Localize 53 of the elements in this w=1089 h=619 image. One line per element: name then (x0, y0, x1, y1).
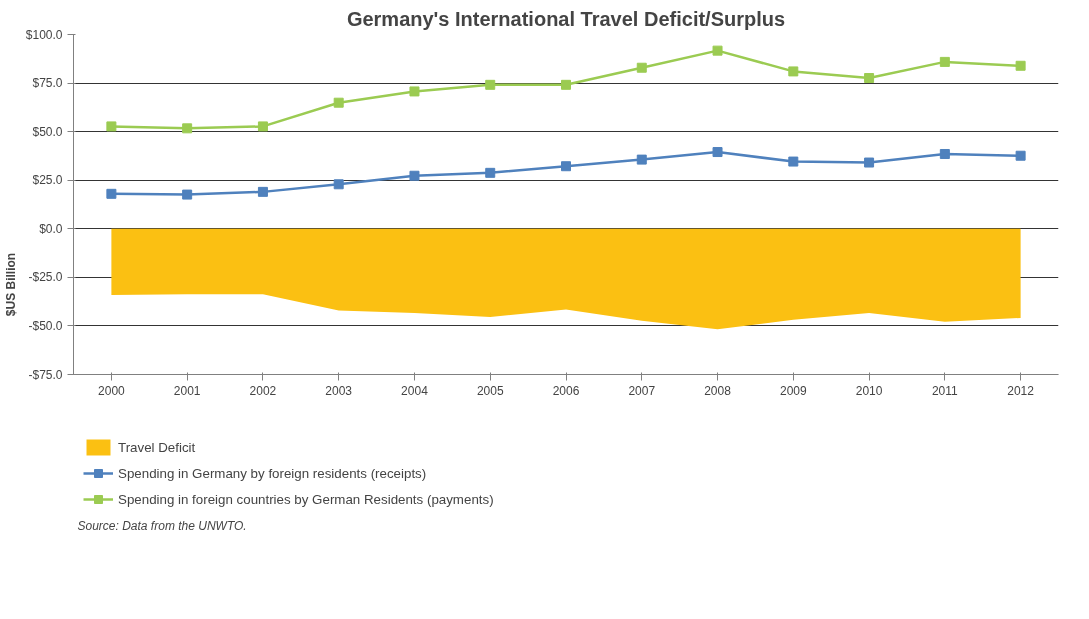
point (712, 147, 723, 158)
point (864, 73, 875, 84)
point (636, 154, 647, 165)
point (561, 161, 571, 172)
x-tick-label: 2003 (325, 383, 353, 398)
y-tick-label: $50.0 (32, 124, 63, 139)
point (485, 167, 496, 178)
y-tick-label: -$75.0 (28, 367, 63, 382)
x-tick-label: 2006 (552, 383, 580, 398)
y-tick-label: -$25.0 (28, 270, 63, 285)
point (636, 62, 647, 73)
x-tick-label: 2005 (476, 383, 504, 398)
point (257, 186, 268, 197)
source-note: Source: Data from the UNWTO. (77, 518, 247, 533)
point (485, 79, 496, 90)
point (1015, 60, 1026, 71)
x-tick-label: 2012 (1007, 383, 1035, 398)
point (182, 123, 193, 134)
point (712, 45, 723, 56)
point (409, 86, 420, 97)
x-tick-label: 2004 (401, 383, 429, 398)
point (1015, 150, 1026, 161)
legend-label: Travel Deficit (118, 439, 196, 455)
legend-label: Spending in Germany by foreign residents (receipts) (118, 465, 427, 481)
point (333, 179, 344, 190)
y-tick-label: $100.0 (25, 27, 63, 42)
y-tick-label: -$50.0 (28, 318, 63, 333)
y-tick-label: $75.0 (32, 76, 63, 91)
x-tick-label: 2001 (173, 383, 201, 398)
x-tick-label: 2010 (855, 383, 883, 398)
point (939, 56, 950, 67)
x-tick-label: 2011 (931, 383, 959, 398)
y-tick-label: $0.0 (39, 221, 63, 236)
chart-title: Germany's International Travel Deficit/Surplus (346, 7, 786, 30)
y-axis-title: $US Billion (3, 252, 18, 317)
point (788, 156, 799, 167)
point (106, 121, 117, 132)
point (106, 188, 117, 199)
x-tick-label: 2007 (628, 383, 656, 398)
point (409, 170, 420, 181)
point (333, 97, 344, 108)
point (864, 157, 875, 168)
point (257, 121, 268, 132)
x-tick-label: 2002 (249, 383, 277, 398)
x-tick-label: 2000 (98, 383, 126, 398)
point (561, 79, 571, 90)
legend-label: Spending in foreign countries by German Residents (payments) (118, 491, 494, 507)
point (182, 189, 193, 200)
point (788, 66, 799, 77)
y-tick-label: $25.0 (32, 173, 63, 188)
point (939, 148, 950, 159)
x-tick-label: 2008 (704, 383, 732, 398)
x-tick-label: 2009 (779, 383, 807, 398)
